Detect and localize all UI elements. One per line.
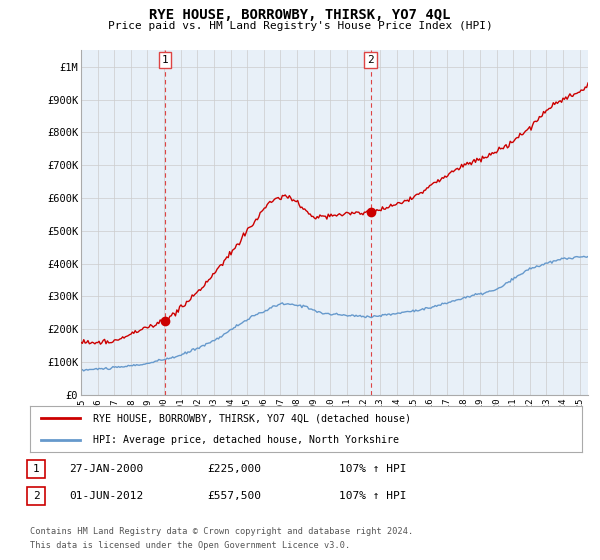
Text: 01-JUN-2012: 01-JUN-2012 [69,491,143,501]
Text: 107% ↑ HPI: 107% ↑ HPI [339,464,407,474]
Text: £225,000: £225,000 [207,464,261,474]
Text: 2: 2 [32,491,40,501]
Text: 27-JAN-2000: 27-JAN-2000 [69,464,143,474]
Text: 1: 1 [32,464,40,474]
Text: Contains HM Land Registry data © Crown copyright and database right 2024.: Contains HM Land Registry data © Crown c… [30,528,413,536]
Text: £557,500: £557,500 [207,491,261,501]
Text: 2: 2 [367,55,374,65]
Text: This data is licensed under the Open Government Licence v3.0.: This data is licensed under the Open Gov… [30,541,350,550]
Text: RYE HOUSE, BORROWBY, THIRSK, YO7 4QL: RYE HOUSE, BORROWBY, THIRSK, YO7 4QL [149,8,451,22]
Text: RYE HOUSE, BORROWBY, THIRSK, YO7 4QL (detached house): RYE HOUSE, BORROWBY, THIRSK, YO7 4QL (de… [94,413,412,423]
Text: HPI: Average price, detached house, North Yorkshire: HPI: Average price, detached house, Nort… [94,435,400,445]
Text: 1: 1 [162,55,169,65]
Text: Price paid vs. HM Land Registry's House Price Index (HPI): Price paid vs. HM Land Registry's House … [107,21,493,31]
Text: 107% ↑ HPI: 107% ↑ HPI [339,491,407,501]
